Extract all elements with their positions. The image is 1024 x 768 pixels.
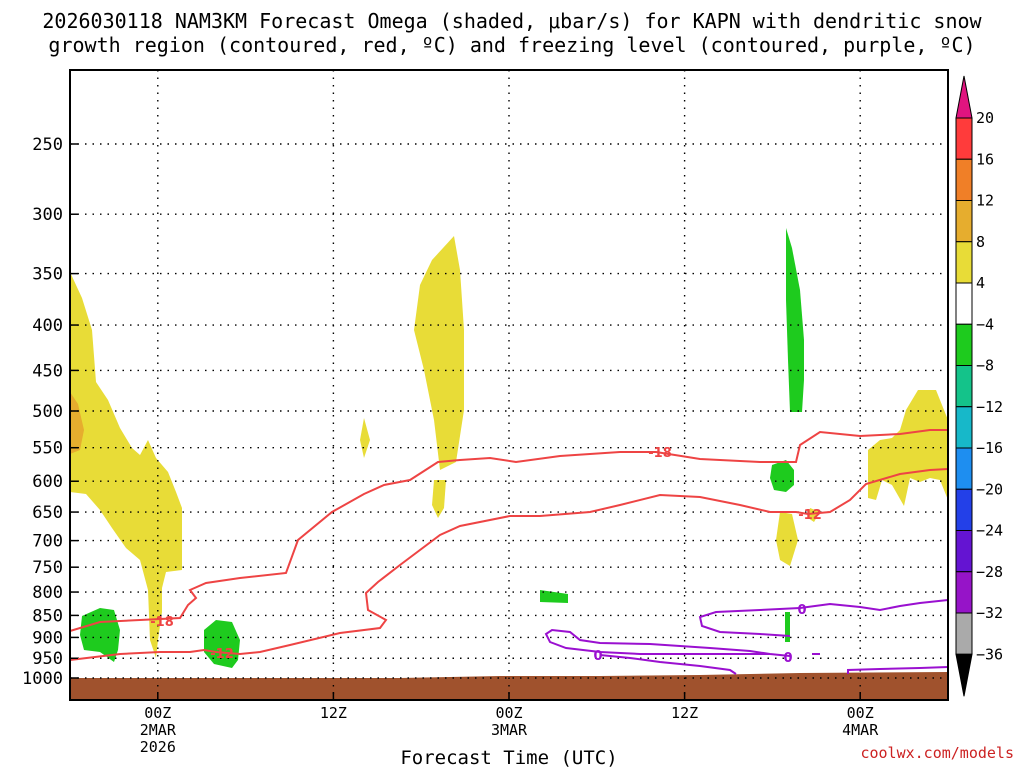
ytick-label-900: 900 [32,628,63,648]
colorbar-tick-13: −36 [976,645,1003,663]
ytick-label-1000: 1000 [22,669,63,689]
ytick-label-600: 600 [32,472,63,492]
dgz-label-right-minus18: -18 [648,446,672,461]
omega-upward-central-lower [432,480,446,518]
colorbar-bottom-arrow [955,653,973,697]
colorbar-band-5 [955,323,973,366]
ytick-label-850: 850 [32,606,63,626]
ytick-label-650: 650 [32,503,63,523]
colorbar-tick-2: 12 [976,192,994,210]
colorbar-band-3 [955,241,973,284]
colorbar-tick-11: −28 [976,563,1003,581]
freezing-contour-a [544,628,791,675]
colorbar-tick-7: −12 [976,398,1003,416]
colorbar-tick-9: −20 [976,480,1003,498]
ytick-label-950: 950 [32,649,63,669]
dgz-contours [69,429,949,661]
colorbar-tick-12: −32 [976,604,1003,622]
ytick-label-550: 550 [32,439,63,459]
freezing-level-contours [544,599,949,675]
freezing-label-c: 0 [797,603,806,618]
colorbar-band-11 [955,571,973,614]
colorbar-tick-3: 8 [976,233,985,251]
colorbar-tick-10: −24 [976,522,1003,540]
colorbar-tick-5: −4 [976,315,994,333]
colorbar-band-9 [955,488,973,531]
ytick-label-400: 400 [32,316,63,336]
omega-downward-green-mid [540,590,568,603]
freezing-contour-c [847,666,949,674]
dgz-contour-minus18 [69,429,948,632]
colorbar-band-4 [955,282,973,325]
omega-upward-right-small2 [808,508,820,522]
ytick-label-800: 800 [32,583,63,603]
freezing-contour-b [698,599,949,637]
chart-title-line1: 2026030118 NAM3KM Forecast Omega (shaded… [42,9,982,33]
ytick-label-450: 450 [32,361,63,381]
credit-text: coolwx.com/models [860,744,1014,762]
colorbar-band-12 [955,612,973,655]
xtick-label-2-0: 00Z [495,704,522,722]
xtick-label-4-1: 4MAR [842,721,879,739]
x-axis-label: Forecast Time (UTC) [400,747,617,768]
contour-labels: -18 -12 -18 -12 0 0 0 [150,446,822,666]
omega-downward-green-thin [785,612,790,642]
colorbar-band-0 [955,117,973,160]
plot-area: -18 -12 -18 -12 0 0 0 [69,69,949,701]
dgz-label-right-minus12: -12 [798,508,822,523]
colorbar-top-arrow [955,75,973,119]
freezing-label-a: 0 [593,649,602,664]
xtick-label-4-0: 00Z [847,704,874,722]
ytick-label-300: 300 [32,205,63,225]
colorbar: 20 16 12 8 4 −4 −8 −12 −16 −20 −24 −28 −32 −36 [955,75,1003,697]
pressure-axis: 2503003504004505005506006507007508008509… [22,135,78,689]
xtick-label-3-0: 12Z [671,704,698,722]
omega-upward-region-left [70,272,182,658]
colorbar-band-2 [955,200,973,243]
omega-downward-green-left2 [204,620,240,668]
xtick-label-0-2: 2026 [140,738,176,756]
ytick-label-750: 750 [32,558,63,578]
ytick-label-700: 700 [32,532,63,552]
dgz-label-left-minus12: -12 [210,647,234,662]
pressure-gridlines [70,70,948,700]
omega-upward-right-small [776,512,798,566]
xtick-label-1-0: 12Z [320,704,347,722]
colorbar-band-7 [955,406,973,449]
xtick-label-2-1: 3MAR [491,721,528,739]
xtick-label-0-1: 2MAR [140,721,177,739]
dgz-label-left-minus18: -18 [150,615,174,630]
ytick-label-500: 500 [32,402,63,422]
colorbar-tick-6: −8 [976,357,994,375]
omega-upward-orange-left [70,392,84,454]
colorbar-band-8 [955,447,973,490]
omega-downward-green-right [770,460,794,492]
colorbar-tick-0: 20 [976,109,994,127]
colorbar-tick-1: 16 [976,150,994,168]
colorbar-tick-4: 4 [976,274,985,292]
dgz-contour-minus12 [69,468,949,661]
omega-upward-central [414,236,464,470]
colorbar-band-10 [955,530,973,573]
freezing-label-b: 0 [783,651,792,666]
chart-title-line2: growth region (contoured, red, ºC) and f… [48,33,975,57]
ytick-label-250: 250 [32,135,63,155]
xtick-label-0-0: 00Z [144,704,171,722]
colorbar-band-6 [955,365,973,408]
colorbar-tick-8: −16 [976,439,1003,457]
ytick-label-350: 350 [32,265,63,285]
colorbar-band-1 [955,158,973,201]
